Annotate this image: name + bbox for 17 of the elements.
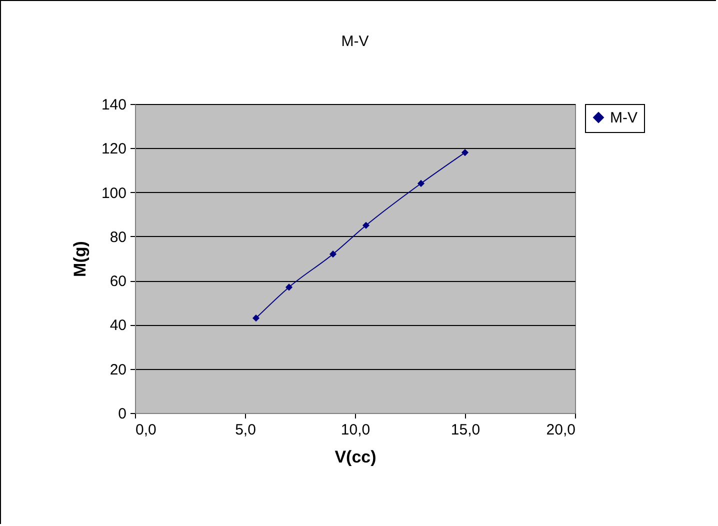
x-tick-label: 0,0	[136, 422, 156, 438]
y-tick-label: 20	[110, 361, 126, 378]
y-tick-label: 100	[101, 184, 126, 202]
y-axis-title: M(g)	[70, 241, 90, 277]
y-tick-label: 40	[110, 317, 126, 334]
legend-label: M-V	[610, 110, 638, 126]
x-tick-label: 20,0	[546, 422, 576, 438]
y-tick-label: 0	[118, 406, 126, 422]
x-axis-title: V(cc)	[334, 448, 376, 466]
y-tick-label: 140	[101, 96, 126, 114]
y-tick-label: 120	[101, 140, 126, 158]
chart-title: M-V	[341, 33, 369, 50]
x-tick-label: 15,0	[450, 422, 480, 438]
y-tick-label: 80	[110, 228, 126, 246]
x-tick-label: 5,0	[235, 422, 256, 438]
x-tick-label: 10,0	[340, 422, 370, 438]
y-tick-label: 60	[110, 273, 126, 290]
